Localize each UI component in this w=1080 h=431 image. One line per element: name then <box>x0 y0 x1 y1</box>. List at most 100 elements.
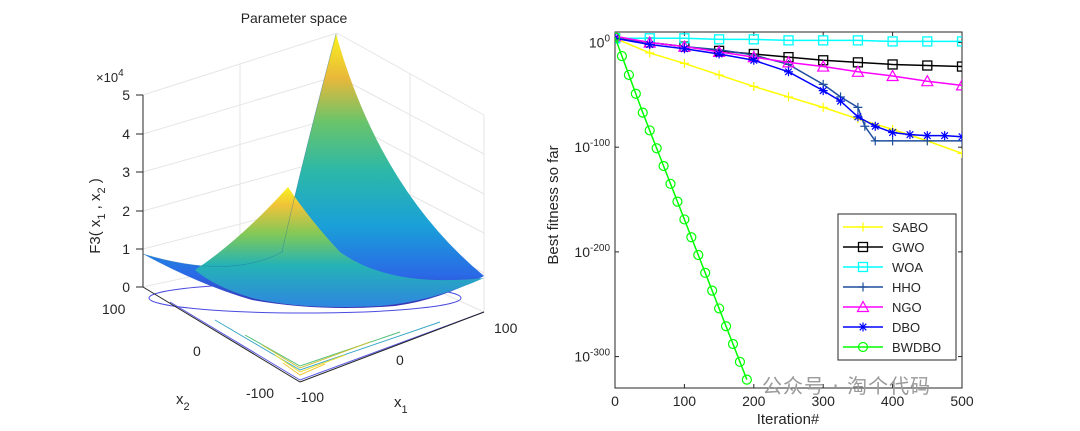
series-point <box>679 58 689 68</box>
x2-tick-label: 100 <box>102 301 126 317</box>
legend-item: DBO <box>843 320 920 335</box>
series-point <box>727 338 739 350</box>
y-tick-label: 10-200 <box>574 243 610 260</box>
legend-label: HHO <box>892 280 921 295</box>
legend-label: WOA <box>892 260 923 275</box>
series-point <box>957 132 962 142</box>
legend-items: SABO GWO WOA HHO NGO DBO BWDBO <box>843 220 941 355</box>
series-point <box>658 160 669 172</box>
legend-marker <box>858 282 868 292</box>
series-group <box>615 32 962 385</box>
series-point <box>818 55 829 66</box>
legend-marker <box>857 341 869 353</box>
series-point <box>645 40 655 50</box>
z-axis-label: F3( x1 , x2 ) <box>87 178 108 254</box>
y-tick-label: 10-100 <box>574 138 610 155</box>
series-point <box>851 65 865 77</box>
series-point <box>720 321 732 332</box>
z-tick-label: 1 <box>122 241 130 257</box>
legend-label: BWDBO <box>892 340 941 355</box>
legend-marker <box>857 241 869 253</box>
convergence-panel: 0 100 200 300 400 500 100 10-100 10-200 10-300 I… <box>545 31 974 428</box>
x1-axis-label: x1 <box>394 394 408 416</box>
series-point <box>748 34 759 45</box>
series-woa <box>615 33 962 47</box>
legend-item: NGO <box>843 300 922 315</box>
series-point <box>781 55 796 68</box>
series-point <box>818 102 828 112</box>
series-point <box>888 136 898 146</box>
x2-tick-labels: 100 0 -100 <box>102 301 274 401</box>
legend-label: GWO <box>892 240 925 255</box>
y-axis-label: Best fitness so far <box>545 145 562 264</box>
x1-tick-label: -100 <box>296 389 324 405</box>
box-ticks <box>136 94 144 288</box>
x1-tick-label: 100 <box>494 320 518 336</box>
series-point <box>749 55 759 65</box>
box-front-edges <box>142 286 485 383</box>
series-point <box>741 374 752 385</box>
series-point <box>853 112 863 122</box>
legend-label: DBO <box>892 320 920 335</box>
x2-axis-label: x2 <box>176 391 190 413</box>
series-point <box>922 36 933 47</box>
legend-item: HHO <box>843 280 921 295</box>
legend-item: WOA <box>843 260 923 275</box>
series-point <box>714 49 724 59</box>
series-point <box>651 143 662 154</box>
y-axis-ticks: 100 10-100 10-200 10-300 <box>574 33 962 365</box>
series-point <box>887 36 898 47</box>
x-tick-label: 500 <box>950 393 974 409</box>
y-tick-label: 100 <box>589 33 611 50</box>
z-tick-label: 0 <box>122 279 130 295</box>
legend-label: NGO <box>892 300 922 315</box>
z-exponent: ×104 <box>96 68 124 85</box>
x-tick-label: 100 <box>673 393 697 409</box>
series-point <box>714 70 724 80</box>
series-point <box>816 59 830 72</box>
series-line <box>615 36 748 380</box>
legend-marker <box>858 322 868 332</box>
z-tick-label: 2 <box>122 203 130 219</box>
legend-item: GWO <box>843 240 925 255</box>
floor-contours <box>148 282 485 381</box>
series-point <box>679 44 689 54</box>
surface-inner-ridge <box>195 187 484 307</box>
series-dbo <box>615 33 962 142</box>
series-point <box>920 74 934 87</box>
x-tick-label: 200 <box>742 393 766 409</box>
series-point <box>955 78 962 91</box>
series-bwdbo <box>615 32 752 385</box>
series-point <box>616 50 628 62</box>
legend: SABO GWO WOA HHO NGO DBO BWDBO <box>837 213 957 361</box>
series-point <box>870 121 880 131</box>
series-point <box>870 136 880 146</box>
series-point <box>888 128 898 138</box>
series-point <box>749 81 759 91</box>
series-point <box>713 34 725 45</box>
series-point <box>630 88 641 99</box>
z-tick-label: 5 <box>122 87 130 103</box>
legend-marker <box>856 300 870 313</box>
series-point <box>940 131 950 141</box>
series-line <box>615 35 962 87</box>
x-tick-label: 300 <box>812 393 836 409</box>
series-point <box>922 131 932 141</box>
series-point <box>836 96 846 106</box>
z-tick-labels: 0 1 2 3 4 5 <box>122 87 130 295</box>
series-line <box>615 37 962 43</box>
x-tick-label: 0 <box>611 393 619 409</box>
series-point <box>887 59 898 70</box>
series-point <box>707 285 718 296</box>
y-tick-label: 10-300 <box>574 348 610 365</box>
series-point <box>615 32 621 43</box>
series-point <box>644 125 655 136</box>
legend-label: SABO <box>892 220 928 235</box>
watermark: 公众号 · 淘个代码 <box>762 374 932 398</box>
series-point <box>956 36 962 47</box>
x-tick-label: 400 <box>881 393 905 409</box>
series-point <box>700 267 711 278</box>
series-point <box>818 86 828 96</box>
surface-outer <box>143 34 484 308</box>
series-point <box>783 35 794 46</box>
